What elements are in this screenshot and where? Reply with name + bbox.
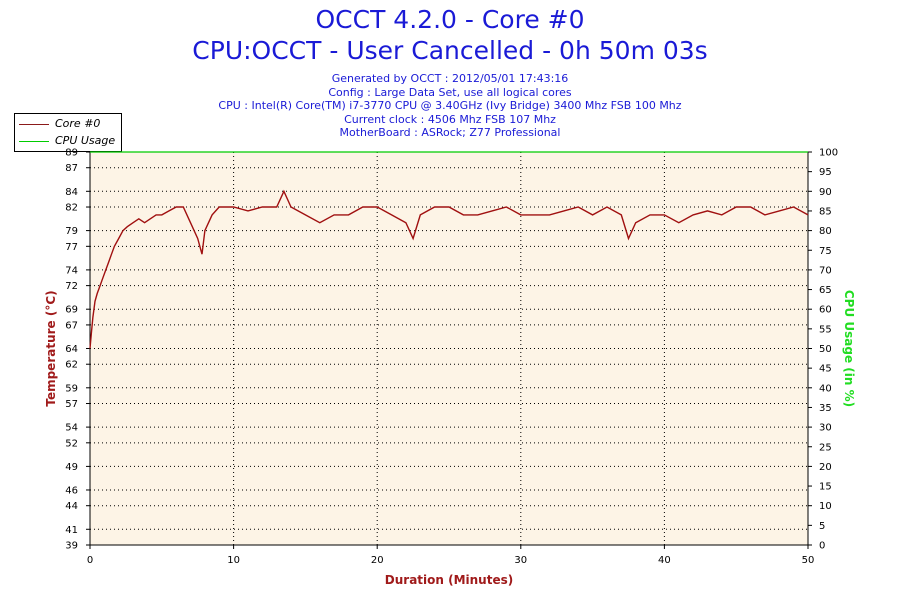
y2-tick-label: 15 <box>819 482 832 493</box>
chart-title-line-2: CPU:OCCT - User Cancelled - 0h 50m 03s <box>192 36 708 65</box>
y-tick-label: 62 <box>65 360 78 371</box>
chart-title-line-1: OCCT 4.2.0 - Core #0 <box>315 5 585 34</box>
info-generated: Generated by OCCT : 2012/05/01 17:43:16 <box>331 72 569 85</box>
legend-swatch-cpu-usage <box>19 141 49 142</box>
x-tick-label: 10 <box>227 555 240 566</box>
y2-tick-label: 90 <box>819 187 832 198</box>
chart-header: OCCT 4.2.0 - Core #0 CPU:OCCT - User Can… <box>0 4 900 140</box>
series-line-core0 <box>89 189 809 349</box>
info-config: Config : Large Data Set, use all logical… <box>328 85 572 99</box>
plot-area <box>90 152 808 545</box>
y-tick-label: 82 <box>65 203 78 214</box>
y2-tick-label: 55 <box>819 324 832 335</box>
chart-legend: Core #0 CPU Usage <box>14 113 122 152</box>
y2-tick-label: 85 <box>819 206 832 217</box>
y2-tick-label: 0 <box>819 541 825 552</box>
x-tick-label: 0 <box>87 555 93 566</box>
y-tick-label: 39 <box>65 541 78 552</box>
y-tick-label: 44 <box>65 501 78 512</box>
y-tick-label: 52 <box>65 438 78 449</box>
info-clock: Current clock : 4506 Mhz FSB 107 Mhz <box>344 112 556 126</box>
y-tick-label: 57 <box>65 399 78 410</box>
y2-tick-label: 95 <box>819 167 832 178</box>
y2-tick-label: 65 <box>819 285 832 296</box>
y2-tick-label: 40 <box>819 383 832 394</box>
y-tick-label: 46 <box>65 485 78 496</box>
y2-tick-label: 5 <box>819 521 825 532</box>
y2-tick-label: 70 <box>819 265 832 276</box>
y-tick-label: 79 <box>65 226 78 237</box>
y-axis-title: Temperature (°C) <box>44 290 58 406</box>
y2-tick-label: 100 <box>819 148 838 159</box>
x-tick-label: 40 <box>658 555 671 566</box>
y2-tick-label: 10 <box>819 501 832 512</box>
y2-tick-label: 35 <box>819 403 832 414</box>
x-tick-label: 20 <box>371 555 384 566</box>
y-tick-label: 67 <box>65 320 78 331</box>
y-tick-label: 84 <box>65 187 78 198</box>
y2-tick-label: 75 <box>819 246 832 257</box>
y-tick-label: 59 <box>65 383 78 394</box>
y-tick-label: 41 <box>65 525 78 536</box>
y2-axis-title: CPU Usage (in %) <box>842 290 856 407</box>
x-axis-title: Duration (Minutes) <box>385 573 513 587</box>
y2-tick-label: 50 <box>819 344 832 355</box>
x-tick-label: 30 <box>514 555 527 566</box>
legend-label-cpu-usage: CPU Usage <box>55 134 116 147</box>
x-tick-label: 50 <box>802 555 815 566</box>
info-cpu: CPU : Intel(R) Core(TM) i7-3770 CPU @ 3.… <box>218 99 682 112</box>
legend-item-cpu-usage: CPU Usage <box>15 133 121 149</box>
y-tick-label: 69 <box>65 305 78 316</box>
y2-tick-label: 30 <box>819 423 832 434</box>
y-tick-label: 87 <box>65 163 78 174</box>
y2-tick-label: 60 <box>819 305 832 316</box>
y-tick-label: 64 <box>65 344 78 355</box>
y2-tick-label: 80 <box>819 226 832 237</box>
legend-swatch-core0 <box>19 124 49 125</box>
y-tick-label: 54 <box>65 423 78 434</box>
y2-tick-label: 25 <box>819 442 832 453</box>
y-tick-label: 49 <box>65 462 78 473</box>
y2-tick-label: 45 <box>819 364 832 375</box>
y-tick-label: 74 <box>65 265 78 276</box>
legend-item-core0: Core #0 <box>15 116 121 132</box>
info-motherboard: MotherBoard : ASRock; Z77 Professional <box>339 126 561 139</box>
y-tick-label: 89 <box>65 148 78 159</box>
legend-label-core0: Core #0 <box>55 117 101 130</box>
y2-tick-label: 20 <box>819 462 832 473</box>
y-tick-label: 72 <box>65 281 78 292</box>
y-tick-label: 77 <box>65 242 78 253</box>
